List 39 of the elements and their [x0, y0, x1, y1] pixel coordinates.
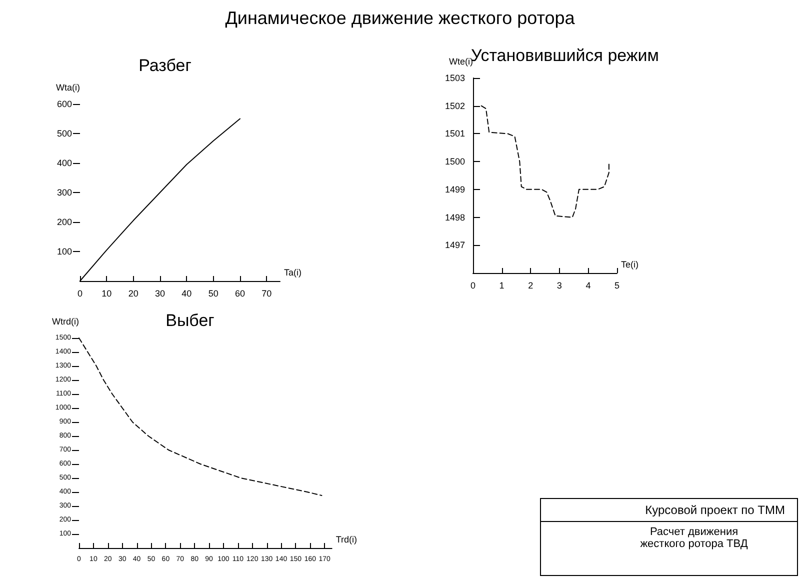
- x-tick-label: 2: [528, 280, 534, 290]
- x-tick-label: 50: [208, 288, 218, 298]
- x-axis-title: Te(i): [621, 260, 638, 270]
- y-tick-label: 500: [56, 128, 72, 138]
- y-tick-label: 200: [56, 217, 72, 227]
- x-tick-label: 40: [182, 288, 192, 298]
- x-tick-label: 30: [154, 288, 166, 298]
- y-tick-label: 1502: [444, 100, 465, 111]
- x-tick-label: 60: [234, 288, 246, 298]
- text: Курсовой проект по ТММ: [541, 499, 797, 522]
- x-tick-label: 5: [614, 280, 620, 290]
- y-tick-label: 1498: [444, 212, 465, 222]
- x-tick-label: 10: [102, 288, 112, 298]
- y-tick-label: 600: [56, 99, 72, 109]
- x-tick-label: 70: [262, 288, 272, 298]
- y-tick-label: 100: [56, 246, 72, 256]
- chart-title: Установившийся режим: [471, 46, 659, 65]
- y-tick-label: 1499: [444, 184, 465, 194]
- x-tick-label: 0: [77, 288, 83, 298]
- y-tick-label: 1500: [444, 156, 465, 167]
- y-tick-label: 1497: [444, 240, 465, 250]
- y-axis-title: Wta(i): [56, 82, 80, 92]
- x-tick-label: 4: [586, 280, 591, 290]
- y-tick-label: 1503: [444, 73, 465, 83]
- x-axis-title: Ta(i): [284, 268, 302, 278]
- chart-title: Разбег: [138, 56, 192, 75]
- text: Расчет движения жесткого ротора ТВД: [639, 526, 749, 550]
- x-axis-title: Trd(i): [336, 534, 358, 544]
- y-axis-title: Wte(i): [449, 56, 473, 66]
- y-tick-label: 400: [56, 158, 72, 168]
- x-tick-label: 1: [499, 280, 504, 290]
- chart-title: Выбег: [166, 311, 214, 330]
- y-tick-label: 300: [56, 188, 72, 198]
- text: Динамическое движение жесткого ротора: [224, 8, 576, 29]
- x-tick-label: 3: [556, 280, 562, 290]
- x-tick-label: 0: [470, 280, 476, 290]
- y-tick-label: 1501: [444, 128, 465, 139]
- x-tick-label: 20: [128, 288, 138, 298]
- y-axis-title: Wtrd(i): [52, 316, 79, 326]
